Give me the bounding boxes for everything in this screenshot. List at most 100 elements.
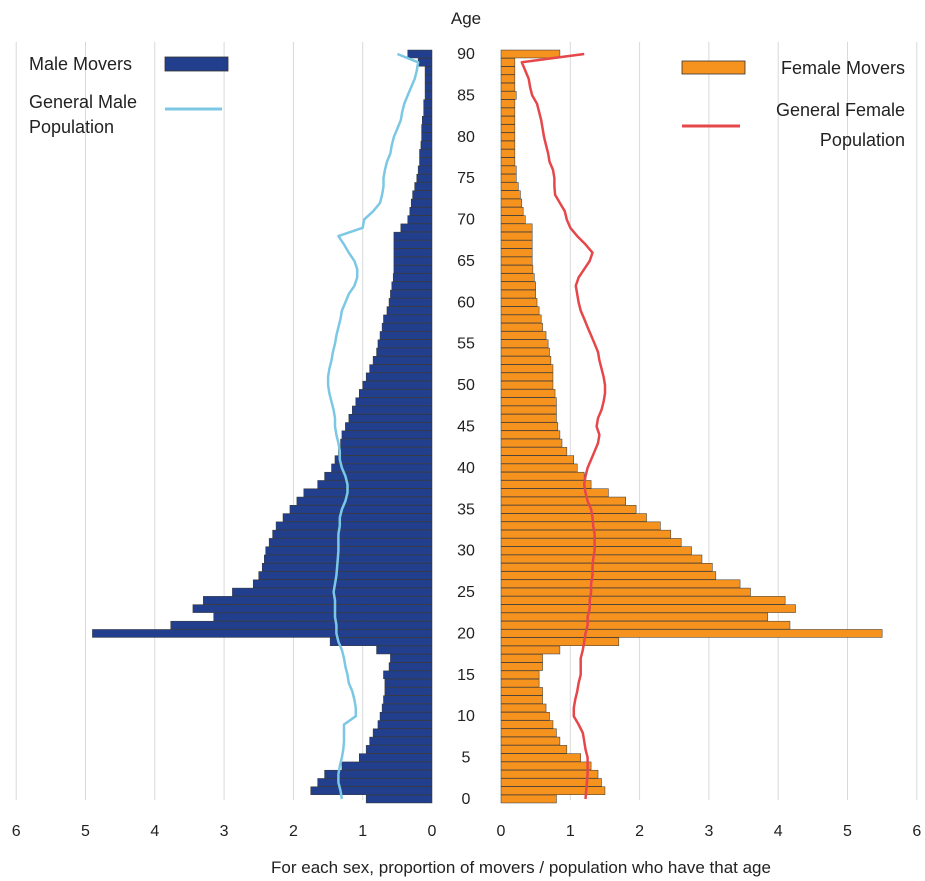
bar-male-age-46: [348, 413, 433, 423]
bar-female-age-61: [500, 289, 536, 299]
bar-female-age-35: [500, 505, 637, 514]
bar-female-age-22: [500, 612, 769, 622]
bar-male-age-78: [419, 149, 433, 158]
bar-female-age-37: [500, 488, 609, 497]
bar-male-age-40: [331, 463, 433, 473]
x-tick-left: 4: [150, 823, 159, 840]
bar-male-age-84: [423, 99, 433, 108]
bar-female-age-25: [500, 587, 751, 597]
bar-female-age-21: [500, 620, 791, 630]
bar-male-age-73: [412, 190, 433, 199]
legend-label-male-movers: Male Movers: [29, 54, 132, 74]
bar-female-age-45: [500, 422, 559, 431]
bar-male-age-65: [393, 256, 433, 266]
bar-female-age-89: [500, 58, 516, 67]
x-tick-right: 3: [704, 823, 713, 840]
bar-female-age-75: [500, 173, 517, 183]
bar-female-age-13: [500, 687, 543, 696]
bar-male-age-29: [264, 554, 433, 564]
bar-female-age-88: [500, 66, 516, 75]
legend-left: Male Movers General Male Population: [29, 54, 229, 137]
bar-female-age-55: [500, 339, 549, 348]
x-tick-right: 6: [912, 823, 921, 840]
bar-female-age-16: [500, 662, 543, 671]
bar-female-age-66: [500, 248, 533, 257]
bar-female-age-40: [500, 463, 578, 473]
y-tick: 55: [457, 336, 475, 353]
legend-label-general-female-line1: General Female: [776, 100, 905, 120]
bar-male-age-6: [365, 745, 433, 754]
bar-female-age-72: [500, 198, 523, 208]
y-tick: 80: [457, 129, 475, 146]
bar-male-age-57: [381, 322, 433, 332]
bar-female-age-73: [500, 190, 521, 199]
bar-female-age-63: [500, 273, 535, 282]
bar-female-age-3: [500, 769, 599, 779]
y-tick: 45: [457, 419, 475, 436]
bar-male-age-56: [379, 331, 433, 340]
bar-female-age-28: [500, 562, 713, 572]
bar-male-age-80: [421, 132, 433, 142]
bar-male-age-74: [414, 182, 433, 191]
bar-male-age-53: [372, 356, 433, 365]
bar-female-age-87: [500, 74, 516, 84]
legend-label-general-male-line2: Population: [29, 117, 114, 137]
bar-female-age-47: [500, 405, 557, 415]
x-tick-right: 0: [497, 823, 506, 840]
legend-swatch-male-movers: [164, 56, 229, 72]
bar-male-age-15: [383, 670, 433, 680]
bar-female-age-50: [500, 380, 554, 390]
bar-male-age-1: [310, 786, 433, 795]
y-tick: 65: [457, 253, 475, 270]
x-tick-right: 4: [774, 823, 783, 840]
y-tick: 85: [457, 87, 475, 104]
tick-labels: 0 01 12 23 34 45 56 605101520253035404550556065…: [12, 46, 922, 840]
bar-male-age-86: [424, 82, 433, 92]
bar-male-age-48: [355, 397, 433, 406]
bar-male-age-28: [261, 562, 433, 572]
bar-male-age-45: [345, 422, 433, 431]
bar-male-age-13: [384, 687, 433, 696]
legend-swatch-female-movers: [681, 60, 746, 75]
bar-male-age-11: [381, 703, 433, 713]
bar-female-age-64: [500, 264, 534, 274]
y-tick: 75: [457, 170, 475, 187]
bar-male-age-37: [303, 488, 433, 497]
y-tick: 20: [457, 625, 475, 642]
y-tick: 70: [457, 212, 475, 229]
age-axis-title: Age: [451, 9, 481, 28]
bar-female-age-60: [500, 298, 538, 307]
bar-male-age-55: [377, 339, 433, 348]
bar-female-age-81: [500, 124, 516, 133]
bar-male-age-44: [341, 430, 433, 440]
bar-female-age-1: [500, 786, 606, 795]
bar-male-age-14: [384, 678, 433, 688]
bar-female-age-65: [500, 256, 533, 266]
bar-female-age-17: [500, 654, 543, 663]
y-tick: 40: [457, 460, 475, 477]
bar-male-age-72: [410, 198, 433, 208]
bar-male-age-51: [365, 372, 433, 382]
bar-female-age-34: [500, 513, 647, 522]
bar-female-age-51: [500, 372, 554, 382]
bar-male-age-0: [365, 794, 433, 804]
bar-female-age-79: [500, 140, 516, 150]
bar-male-age-61: [390, 289, 433, 299]
bar-female-age-14: [500, 678, 540, 688]
x-tick-left: 6: [12, 823, 21, 840]
line-general-male-population: [326, 52, 420, 800]
bar-male-age-18: [376, 645, 433, 655]
bar-male-age-3: [324, 769, 433, 779]
x-tick-right: 5: [843, 823, 852, 840]
bar-female-age-52: [500, 364, 554, 373]
bar-female-age-77: [500, 157, 516, 166]
bar-male-age-70: [407, 215, 433, 224]
x-tick-right: 1: [566, 823, 575, 840]
y-tick: 25: [457, 584, 475, 601]
bar-female-age-85: [500, 91, 517, 100]
bar-female-age-27: [500, 571, 717, 580]
bar-male-age-17: [390, 654, 433, 663]
bar-male-age-69: [400, 223, 433, 233]
bar-female-age-69: [500, 223, 533, 233]
bar-female-age-29: [500, 554, 703, 564]
